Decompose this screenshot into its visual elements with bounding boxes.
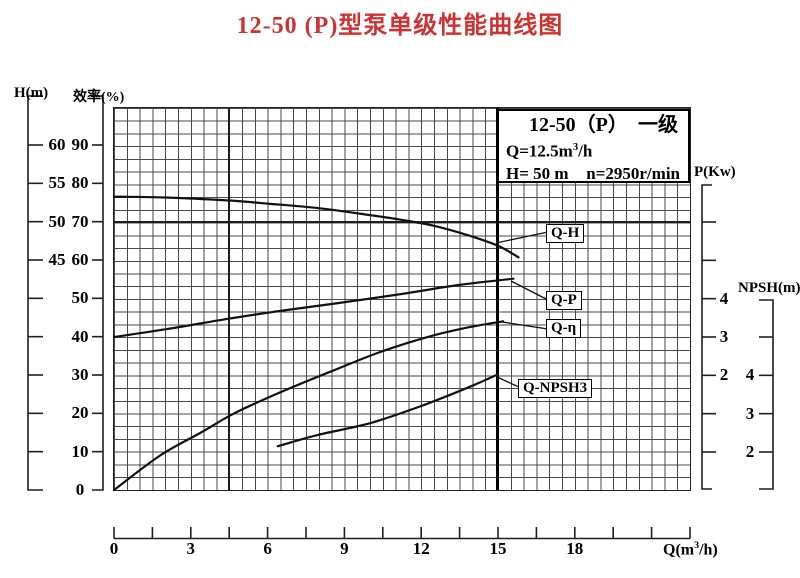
npsh-axis-title: NPSH(m) bbox=[738, 280, 800, 296]
npsh-axis-tick-label: 3 bbox=[745, 403, 755, 423]
page-title: 12-50 (P)型泵单级性能曲线图 bbox=[236, 13, 564, 39]
efficiency-axis-tick-label: 0 bbox=[75, 479, 85, 499]
efficiency-axis-tick-label: 60 bbox=[71, 249, 89, 269]
curve-Q-P bbox=[112, 277, 515, 339]
q-axis-tick-label: 3 bbox=[186, 539, 196, 558]
efficiency-axis-tick-label: 50 bbox=[71, 288, 89, 308]
efficiency-axis-tick-label: 20 bbox=[71, 403, 89, 423]
efficiency-axis-tick-label: 40 bbox=[71, 326, 89, 346]
efficiency-axis-tick-label: 10 bbox=[71, 441, 89, 461]
curve-Q-η bbox=[112, 320, 505, 492]
q-axis-tick-label: 0 bbox=[109, 539, 119, 558]
spec-stage: 一级 bbox=[638, 114, 678, 136]
efficiency-axis-tick-label: 30 bbox=[71, 364, 89, 384]
curve-label-qnpsh3: Q-NPSH3 bbox=[518, 379, 593, 398]
spec-head: H= 50 m bbox=[506, 163, 569, 183]
npsh-axis-tick-label: 2 bbox=[745, 441, 755, 461]
curve-Q-H bbox=[112, 195, 520, 259]
max-flow-boundary-line bbox=[496, 108, 499, 490]
q-axis-title: Q(m3/h) bbox=[663, 540, 718, 559]
h-axis-tick-label: 50 bbox=[48, 211, 66, 231]
efficiency-axis-tick-label: 90 bbox=[71, 135, 89, 154]
curve-label-qp: Q-P bbox=[546, 291, 582, 310]
grid-accent-vline bbox=[228, 108, 230, 490]
efficiency-axis-tick-label: 70 bbox=[71, 211, 89, 231]
npsh-axis-tick-label: 4 bbox=[745, 365, 755, 385]
grid-accent-hline-h50 bbox=[114, 221, 690, 223]
q-axis-tick-label: 12 bbox=[412, 539, 430, 558]
p-axis-title: P(Kw) bbox=[694, 164, 736, 180]
efficiency-axis-title: 效率(%) bbox=[73, 90, 125, 105]
p-axis-tick-label: 2 bbox=[719, 365, 729, 385]
spec-box: 12-50（P） 一级 Q=12.5m3/h H= 50 m n=2950r/m… bbox=[497, 109, 690, 183]
spec-speed: n=2950r/min bbox=[586, 163, 680, 183]
h-axis-tick-label: 45 bbox=[48, 249, 66, 269]
curve-label-qh: Q-H bbox=[546, 224, 585, 243]
h-axis-tick-label: 55 bbox=[48, 173, 66, 193]
q-axis-tick-label: 6 bbox=[263, 539, 272, 558]
q-axis-tick-label: 9 bbox=[340, 539, 349, 558]
curve-Q-NPSH3 bbox=[276, 373, 500, 448]
p-axis-tick-label: 3 bbox=[719, 326, 729, 346]
spec-model: 12-50（P） bbox=[529, 114, 628, 136]
q-axis-tick-label: 15 bbox=[489, 539, 507, 558]
efficiency-axis-tick-label: 80 bbox=[71, 173, 89, 193]
h-axis-tick-label: 60 bbox=[48, 135, 66, 154]
h-axis-title: H(m) bbox=[14, 85, 49, 101]
q-axis-tick-label: 18 bbox=[566, 539, 584, 558]
p-axis-tick-label: 4 bbox=[719, 288, 729, 308]
curve-label-qeta: Q-η bbox=[546, 319, 582, 338]
spec-flow: Q=12.5m3/h bbox=[506, 141, 593, 161]
